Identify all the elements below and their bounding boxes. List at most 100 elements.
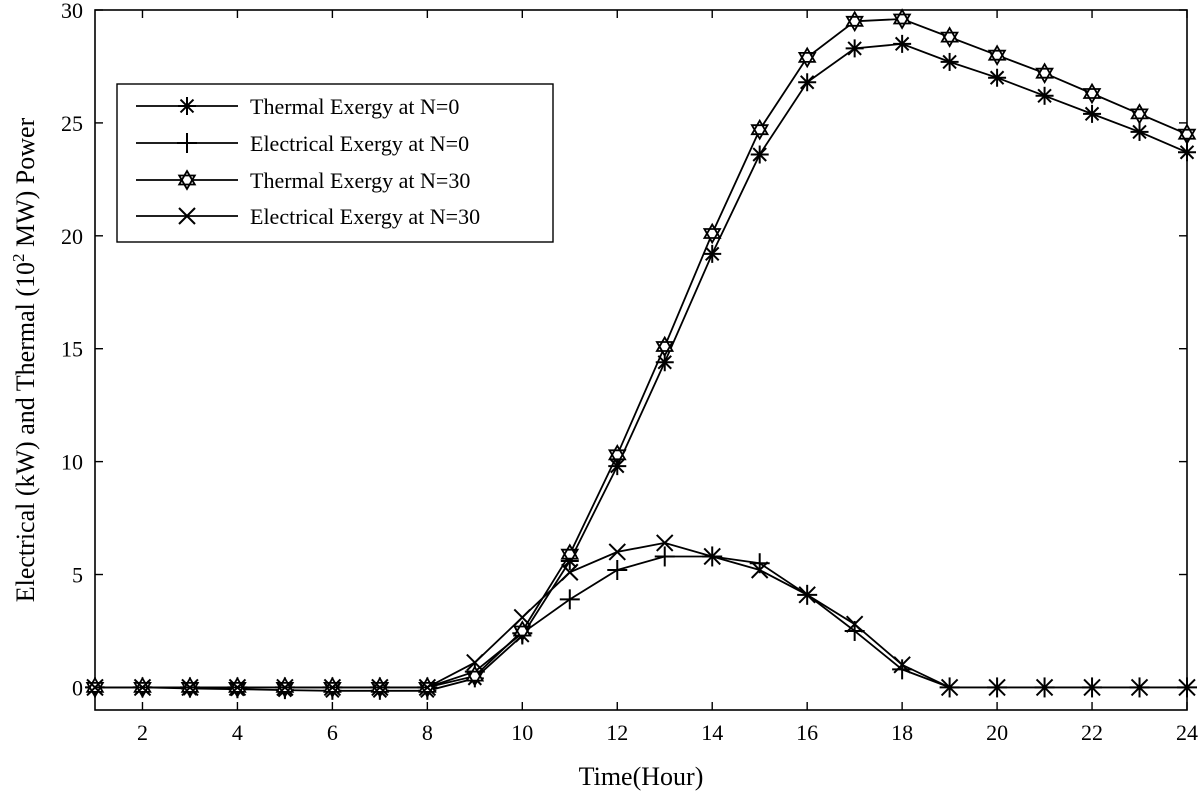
x-tick-label: 18 xyxy=(891,720,913,745)
data-point-electrical-exergy-at-n-30 xyxy=(893,656,911,674)
legend-box xyxy=(116,83,554,243)
x-tick-label: 20 xyxy=(986,720,1008,745)
data-point-thermal-exergy-at-n-0 xyxy=(940,52,959,71)
y-axis-label-main: Electrical (kW) and Thermal (10 xyxy=(11,262,40,602)
x-tick-label: 8 xyxy=(422,720,433,745)
y-tick-label: 30 xyxy=(61,0,83,23)
data-point-thermal-exergy-at-n-30 xyxy=(655,335,675,358)
data-point-electrical-exergy-at-n-30 xyxy=(513,608,532,627)
data-point-thermal-exergy-at-n-30 xyxy=(607,444,627,466)
data-point-thermal-exergy-at-n-30 xyxy=(370,676,390,699)
data-point-electrical-exergy-at-n-30 xyxy=(1083,678,1101,697)
legend-marker xyxy=(178,207,196,225)
data-point-electrical-exergy-at-n-30 xyxy=(750,561,769,579)
legend-marker xyxy=(178,97,196,115)
data-point-thermal-exergy-at-n-30 xyxy=(987,44,1007,66)
legend-label: Electrical Exergy at N=30 xyxy=(250,204,480,229)
data-point-electrical-exergy-at-n-30 xyxy=(1178,678,1196,697)
data-point-electrical-exergy-at-n-30 xyxy=(561,563,579,581)
x-tick-label: 10 xyxy=(511,720,533,745)
data-point-thermal-exergy-at-n-30 xyxy=(845,10,864,33)
data-point-electrical-exergy-at-n-30 xyxy=(940,678,959,697)
data-point-electrical-exergy-at-n-30 xyxy=(466,653,484,672)
y-tick-label: 0 xyxy=(72,675,83,700)
y-tick-label: 15 xyxy=(61,337,83,362)
data-point-electrical-exergy-at-n-30 xyxy=(988,678,1006,697)
data-point-electrical-exergy-at-n-30 xyxy=(1035,678,1054,697)
data-point-thermal-exergy-at-n-0 xyxy=(988,68,1007,87)
data-point-thermal-exergy-at-n-30 xyxy=(1035,62,1054,84)
data-point-thermal-exergy-at-n-30 xyxy=(797,46,817,69)
legend: Thermal Exergy at N=0 Electrical Exergy a… xyxy=(116,83,554,243)
data-point-electrical-exergy-at-n-30 xyxy=(181,678,199,697)
data-point-electrical-exergy-at-n-30 xyxy=(798,586,816,604)
x-axis-label: Time(Hour) xyxy=(579,762,704,791)
x-tick-label: 22 xyxy=(1081,720,1103,745)
data-point-electrical-exergy-at-n-0 xyxy=(654,546,675,567)
data-point-thermal-exergy-at-n-30 xyxy=(750,118,770,141)
data-point-thermal-exergy-at-n-0 xyxy=(1083,104,1102,123)
data-point-electrical-exergy-at-n-30 xyxy=(371,678,389,697)
data-point-electrical-exergy-at-n-30 xyxy=(845,615,864,633)
data-point-thermal-exergy-at-n-30 xyxy=(940,26,959,48)
data-point-thermal-exergy-at-n-0 xyxy=(1130,122,1149,141)
data-point-electrical-exergy-at-n-30 xyxy=(228,678,247,697)
data-point-thermal-exergy-at-n-30 xyxy=(702,222,722,245)
y-axis-label-superscript: 2 xyxy=(9,254,28,263)
data-point-thermal-exergy-at-n-0 xyxy=(798,73,817,92)
legend-label: Thermal Exergy at N=0 xyxy=(250,94,459,119)
data-point-thermal-exergy-at-n-0 xyxy=(1178,143,1196,162)
y-tick-label: 20 xyxy=(61,224,83,249)
x-tick-label: 6 xyxy=(327,720,338,745)
data-point-electrical-exergy-at-n-30 xyxy=(608,543,626,561)
data-point-thermal-exergy-at-n-30 xyxy=(892,8,912,30)
data-point-thermal-exergy-at-n-30 xyxy=(180,676,200,699)
series-line-electrical-exergy-at-n-30 xyxy=(95,541,1187,689)
legend-marker xyxy=(177,133,197,153)
x-tick-label: 4 xyxy=(232,720,243,745)
data-point-thermal-exergy-at-n-30 xyxy=(465,665,485,687)
data-point-electrical-exergy-at-n-30 xyxy=(1130,678,1149,697)
y-tick-label: 25 xyxy=(61,111,83,136)
legend-label: Thermal Exergy at N=30 xyxy=(250,168,470,193)
data-point-thermal-exergy-at-n-0 xyxy=(1035,86,1054,105)
x-tick-label: 12 xyxy=(606,720,628,745)
data-point-electrical-exergy-at-n-30 xyxy=(418,678,437,697)
data-point-thermal-exergy-at-n-30 xyxy=(1082,82,1102,105)
data-point-electrical-exergy-at-n-30 xyxy=(323,678,342,697)
series-layer xyxy=(85,8,1197,700)
y-axis-label: Electrical (kW) and Thermal (102 MW) Pow… xyxy=(9,117,40,602)
data-point-thermal-exergy-at-n-0 xyxy=(750,145,769,164)
legend-marker xyxy=(177,169,197,191)
data-point-electrical-exergy-at-n-30 xyxy=(703,547,721,566)
data-point-thermal-exergy-at-n-30 xyxy=(1177,123,1197,145)
data-point-electrical-exergy-at-n-30 xyxy=(133,678,152,697)
data-point-electrical-exergy-at-n-30 xyxy=(276,678,294,697)
data-point-thermal-exergy-at-n-30 xyxy=(228,676,247,699)
x-tick-label: 16 xyxy=(796,720,818,745)
data-point-thermal-exergy-at-n-0 xyxy=(703,244,722,263)
data-point-thermal-exergy-at-n-30 xyxy=(85,676,105,699)
data-point-electrical-exergy-at-n-30 xyxy=(656,534,674,552)
data-point-thermal-exergy-at-n-0 xyxy=(893,34,912,53)
data-point-electrical-exergy-at-n-30 xyxy=(86,678,104,697)
data-point-thermal-exergy-at-n-30 xyxy=(275,676,295,699)
data-point-thermal-exergy-at-n-30 xyxy=(133,676,152,699)
data-point-thermal-exergy-at-n-30 xyxy=(1130,103,1149,125)
data-point-electrical-exergy-at-n-0 xyxy=(892,659,913,680)
y-axis-label-unit: MW) Power xyxy=(11,117,40,253)
legend-label: Electrical Exergy at N=0 xyxy=(250,131,469,156)
data-point-electrical-exergy-at-n-0 xyxy=(607,560,628,580)
y-tick-label: 5 xyxy=(72,563,83,588)
data-point-thermal-exergy-at-n-30 xyxy=(560,543,580,565)
data-point-thermal-exergy-at-n-30 xyxy=(512,620,532,642)
x-tick-label: 24 xyxy=(1176,720,1198,745)
data-point-thermal-exergy-at-n-0 xyxy=(845,39,864,58)
x-tick-label: 2 xyxy=(137,720,148,745)
data-point-electrical-exergy-at-n-0 xyxy=(559,589,580,610)
x-tick-label: 14 xyxy=(701,720,723,745)
data-point-thermal-exergy-at-n-30 xyxy=(323,676,342,699)
